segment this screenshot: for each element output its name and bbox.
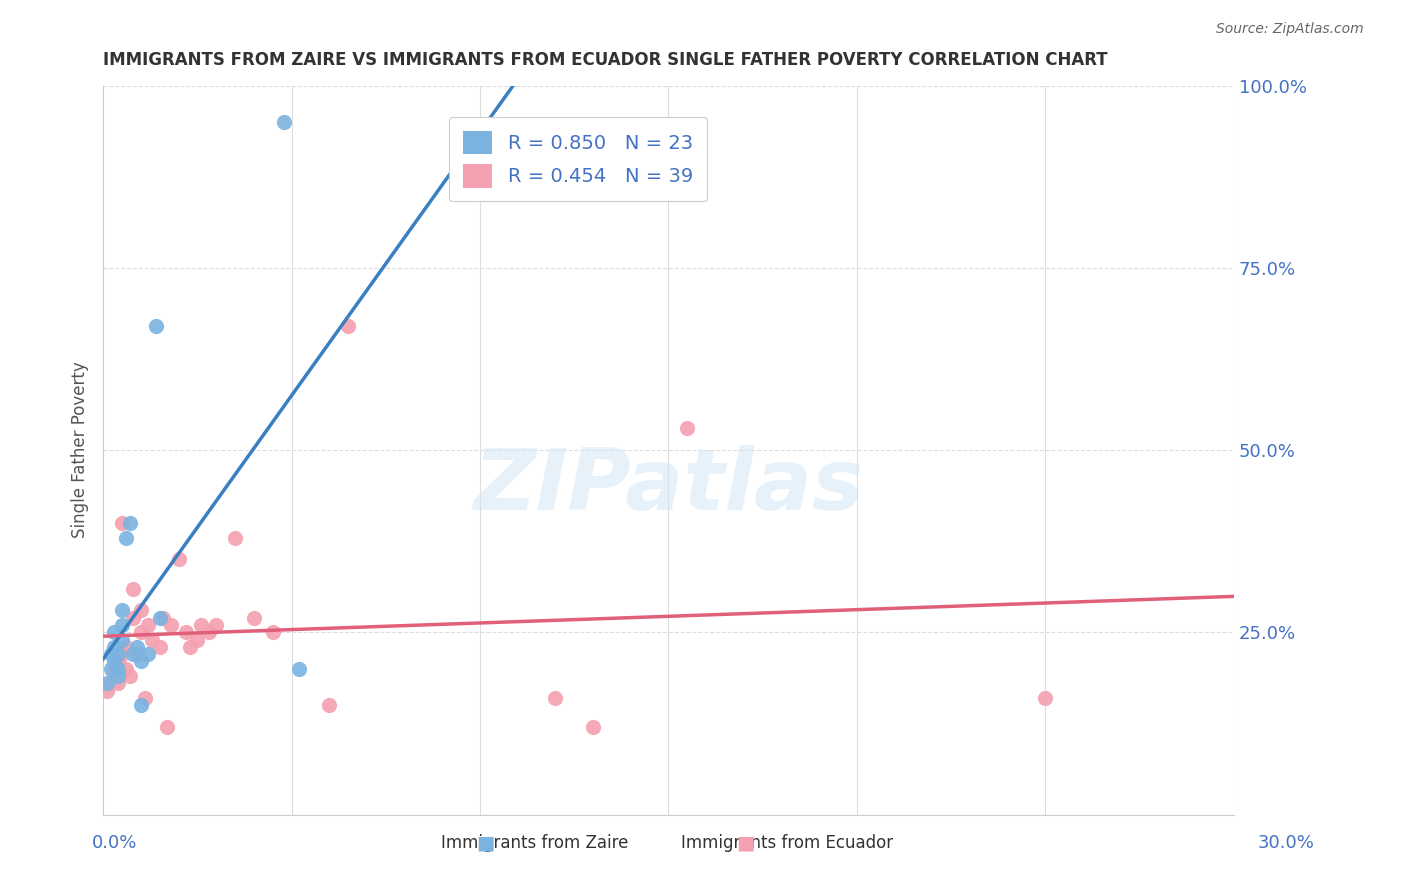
Point (100, 676, 122, 690)
Point (149, 611, 172, 625)
Point (160, 618, 183, 632)
Point (152, 611, 174, 625)
Point (156, 720, 179, 734)
Point (103, 640, 125, 654)
Text: Source: ZipAtlas.com: Source: ZipAtlas.com (1216, 22, 1364, 37)
Legend: R = 0.850   N = 23, R = 0.454   N = 39: R = 0.850 N = 23, R = 0.454 N = 39 (450, 117, 707, 202)
Point (179, 640, 201, 654)
Point (318, 698, 340, 713)
Point (111, 603, 134, 617)
Point (174, 625, 197, 640)
Text: 0.0%: 0.0% (91, 834, 136, 852)
Point (337, 319, 360, 334)
Point (122, 647, 145, 661)
Point (676, 421, 699, 435)
Text: IMMIGRANTS FROM ZAIRE VS IMMIGRANTS FROM ECUADOR SINGLE FATHER POVERTY CORRELATI: IMMIGRANTS FROM ZAIRE VS IMMIGRANTS FROM… (103, 51, 1108, 69)
Point (118, 516, 141, 530)
Point (107, 655, 129, 669)
Text: Immigrants from Zaire: Immigrants from Zaire (440, 834, 628, 852)
Point (122, 611, 145, 625)
Point (134, 690, 156, 705)
Text: Immigrants from Ecuador: Immigrants from Ecuador (682, 834, 893, 852)
Point (114, 640, 136, 654)
Point (107, 647, 129, 661)
Point (122, 582, 145, 596)
Point (1033, 690, 1056, 705)
Point (114, 662, 136, 676)
Text: ZIPatlas: ZIPatlas (474, 445, 863, 528)
Point (125, 640, 148, 654)
Y-axis label: Single Father Poverty: Single Father Poverty (72, 361, 89, 539)
Point (114, 531, 136, 545)
Point (96, 683, 118, 698)
Text: ■: ■ (475, 833, 495, 853)
Point (107, 676, 129, 690)
Point (205, 618, 228, 632)
Point (186, 632, 208, 647)
Point (96, 676, 118, 690)
Point (129, 698, 152, 713)
Point (273, 115, 295, 129)
Point (224, 531, 246, 545)
Point (288, 662, 311, 676)
Point (243, 611, 266, 625)
Point (145, 319, 167, 334)
Point (141, 632, 163, 647)
Point (107, 662, 129, 676)
Point (190, 618, 212, 632)
Point (111, 632, 134, 647)
Point (103, 662, 125, 676)
Text: ■: ■ (735, 833, 755, 853)
Point (262, 625, 284, 640)
Point (118, 669, 141, 683)
Point (149, 640, 172, 654)
Point (544, 690, 567, 705)
Point (138, 618, 160, 632)
Point (111, 516, 134, 530)
Point (103, 655, 125, 669)
Point (107, 669, 129, 683)
Text: 30.0%: 30.0% (1258, 834, 1315, 852)
Point (129, 625, 152, 640)
Point (129, 655, 152, 669)
Point (111, 647, 134, 661)
Point (103, 669, 125, 683)
Point (111, 618, 134, 632)
Point (129, 603, 152, 617)
Point (167, 552, 190, 566)
Point (582, 720, 605, 734)
Point (125, 647, 148, 661)
Point (103, 625, 125, 640)
Point (197, 625, 219, 640)
Point (100, 647, 122, 661)
Point (100, 662, 122, 676)
Point (138, 647, 160, 661)
